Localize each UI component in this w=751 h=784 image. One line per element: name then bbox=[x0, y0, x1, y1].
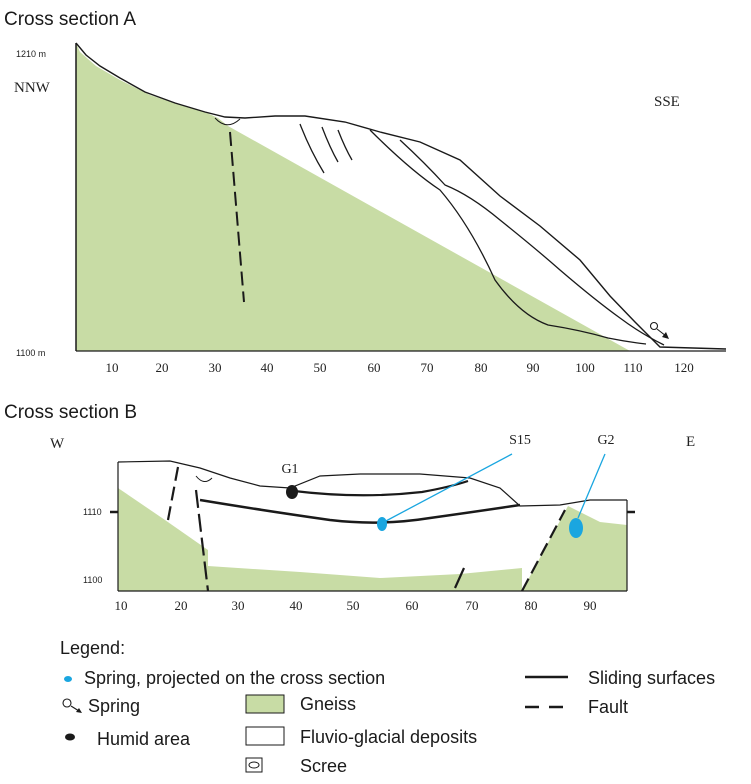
legend-spring-projected-icon bbox=[64, 676, 72, 682]
label-g2: G2 bbox=[597, 433, 614, 448]
tick-label: 40 bbox=[261, 360, 274, 375]
tick-label: 50 bbox=[314, 360, 327, 375]
tick-label: 60 bbox=[406, 598, 419, 613]
tick-label: 10 bbox=[115, 598, 128, 613]
tick-label: 20 bbox=[156, 360, 169, 375]
spring-s15-marker bbox=[377, 517, 387, 531]
gneiss-area-b-right bbox=[522, 506, 627, 591]
tick-label: 30 bbox=[232, 598, 245, 613]
fault-b-4 bbox=[521, 509, 566, 592]
legend-spring-label: Spring bbox=[88, 696, 140, 716]
tick-label: 60 bbox=[368, 360, 381, 375]
legend-humid-area-icon bbox=[65, 733, 75, 741]
section-b-right-direction: E bbox=[686, 434, 695, 450]
ground-surface-b bbox=[117, 460, 627, 507]
tick-label: 80 bbox=[475, 360, 488, 375]
gneiss-area-a bbox=[76, 43, 630, 351]
legend-scree-icon bbox=[245, 757, 263, 773]
fault-b-1 bbox=[166, 466, 180, 521]
fault-b-3 bbox=[453, 567, 466, 589]
legend-gneiss-swatch bbox=[245, 694, 285, 714]
legend-fluvio-glacial-swatch bbox=[245, 726, 285, 746]
tick-label: 20 bbox=[175, 598, 188, 613]
legend-gneiss-label: Gneiss bbox=[300, 694, 356, 714]
legend-humid-area-label: Humid area bbox=[97, 729, 191, 749]
section-b-tick-labels: 10 20 30 40 50 60 70 80 90 bbox=[115, 598, 597, 613]
section-a-elevation-top: 1210 m bbox=[16, 49, 46, 59]
tick-label: 70 bbox=[466, 598, 479, 613]
tick-label: 110 bbox=[623, 360, 642, 375]
gneiss-area-b-bottom bbox=[208, 566, 522, 591]
section-a-elevation-bottom: 1100 m bbox=[16, 348, 45, 358]
sliding-surface-b-upper bbox=[293, 479, 469, 497]
spring-icon bbox=[649, 321, 669, 339]
sliding-surface-a-5 bbox=[337, 129, 353, 161]
legend-fluvio-glacial-label: Fluvio-glacial deposits bbox=[300, 727, 477, 747]
sliding-surface-a-1 bbox=[369, 129, 647, 345]
fault-b-2 bbox=[194, 489, 210, 592]
gneiss-area-b-left bbox=[118, 488, 208, 591]
tick-label: 10 bbox=[106, 360, 119, 375]
legend: Legend: Spring, projected on the cross s… bbox=[60, 638, 715, 776]
tick-label: 90 bbox=[584, 598, 597, 613]
legend-fault-label: Fault bbox=[588, 697, 628, 717]
tick-label: 40 bbox=[290, 598, 303, 613]
spring-g2-marker bbox=[569, 518, 583, 538]
sliding-surface-a-2 bbox=[399, 139, 665, 346]
section-a-left-direction: NNW bbox=[14, 80, 51, 96]
cross-section-a: Cross section A NNW SSE 1210 m 1100 m 10 bbox=[4, 9, 727, 375]
tick-label: 80 bbox=[525, 598, 538, 613]
scree-a bbox=[214, 117, 241, 126]
legend-scree-label: Scree bbox=[300, 756, 347, 776]
sliding-surface-a-4 bbox=[321, 126, 339, 163]
ground-surface-a bbox=[75, 42, 727, 350]
label-g1: G1 bbox=[281, 462, 298, 477]
tick-label: 50 bbox=[347, 598, 360, 613]
section-a-title: Cross section A bbox=[4, 9, 136, 30]
legend-spring-projected-label: Spring, projected on the cross section bbox=[84, 668, 385, 688]
legend-sliding-surfaces-label: Sliding surfaces bbox=[588, 668, 715, 688]
humid-area-marker bbox=[286, 485, 298, 499]
section-b-elevation-top: 1110 bbox=[83, 507, 102, 517]
legend-spring-icon bbox=[62, 698, 82, 713]
section-b-left-direction: W bbox=[50, 436, 65, 452]
section-b-elevation-bottom: 1100 bbox=[83, 575, 102, 585]
g2-leader-line bbox=[577, 453, 606, 519]
tick-label: 100 bbox=[575, 360, 595, 375]
sliding-surface-a-3 bbox=[299, 123, 325, 174]
section-a-tick-labels: 10 20 30 40 50 60 70 80 90 100 110 120 bbox=[106, 360, 694, 375]
tick-label: 70 bbox=[421, 360, 434, 375]
legend-title: Legend: bbox=[60, 638, 125, 658]
section-a-right-direction: SSE bbox=[654, 94, 680, 110]
cross-section-b: Cross section B W E 1110 1100 G1 bbox=[4, 402, 695, 613]
section-b-title: Cross section B bbox=[4, 402, 137, 423]
tick-label: 30 bbox=[209, 360, 222, 375]
sliding-surface-b-lower bbox=[199, 498, 521, 524]
s15-leader-line bbox=[383, 453, 513, 523]
label-s15: S15 bbox=[509, 433, 531, 448]
tick-label: 90 bbox=[527, 360, 540, 375]
tick-label: 120 bbox=[674, 360, 694, 375]
scree-b bbox=[195, 475, 213, 482]
fault-a bbox=[229, 131, 245, 303]
